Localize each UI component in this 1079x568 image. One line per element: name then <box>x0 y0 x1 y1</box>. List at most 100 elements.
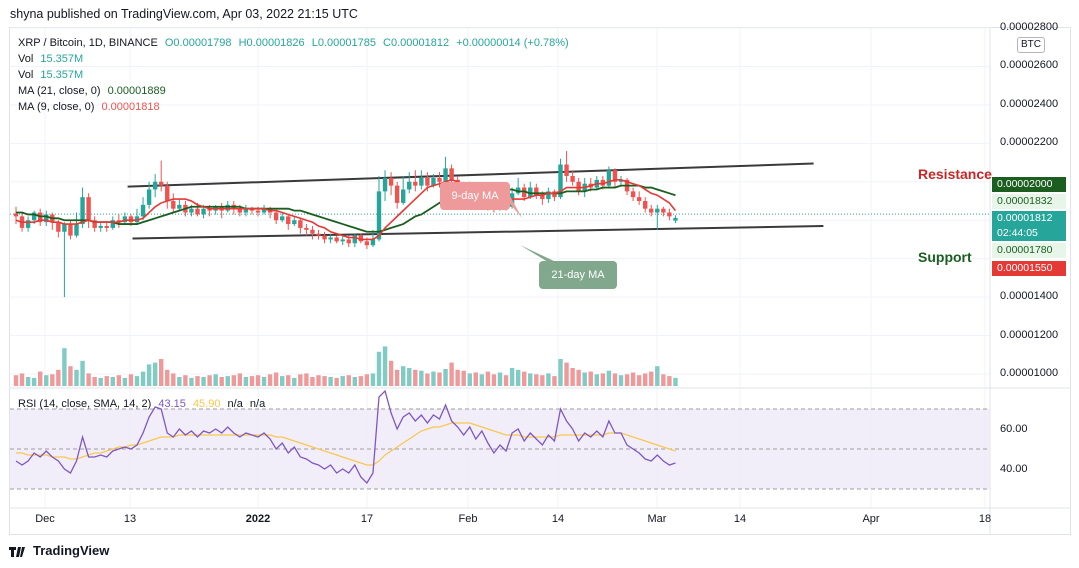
symbol-label[interactable]: XRP / Bitcoin, 1D, BINANCE <box>18 37 158 49</box>
time-axis-label: Mar <box>647 513 667 525</box>
candle-body <box>515 187 521 194</box>
candle-body <box>636 197 642 201</box>
volume-bar <box>401 366 406 386</box>
candle-body <box>189 208 194 213</box>
publisher-header: shyna published on TradingView.com, Apr … <box>10 7 358 21</box>
last-price-tag: 0.00001812 <box>992 211 1066 226</box>
volume-bar <box>171 373 176 386</box>
volume-bar <box>231 375 236 386</box>
volume-bar <box>473 372 478 386</box>
candle-body <box>225 204 230 211</box>
footer-text: TradingView <box>33 543 110 558</box>
candle-body <box>98 225 103 228</box>
candle-body <box>388 177 394 186</box>
volume-bar <box>407 368 412 386</box>
ma21-legend[interactable]: MA (21, close, 0) 0.00001889 <box>18 85 170 97</box>
candle-body <box>443 168 448 182</box>
candle-body <box>534 187 539 196</box>
volume-bar <box>540 375 545 386</box>
candle-body <box>140 204 146 217</box>
rsi-axis-40: 40.00 <box>1000 463 1028 475</box>
volume-bar <box>570 368 575 386</box>
volume-bar <box>322 376 327 386</box>
volume-bar <box>558 359 563 386</box>
volume-bar <box>612 373 618 386</box>
ma21-line <box>16 184 676 233</box>
candle-body <box>570 176 575 182</box>
candle-body <box>649 208 654 213</box>
candle-body <box>576 181 581 192</box>
volume-bar <box>364 374 370 386</box>
ma9-legend[interactable]: MA (9, close, 0) 0.00001818 <box>18 101 164 113</box>
candle-body <box>334 237 339 242</box>
candle-body <box>673 217 678 221</box>
volume-bar <box>128 374 134 386</box>
candle-body <box>159 181 164 186</box>
support-tag: 0.00001550 <box>992 261 1066 276</box>
candle-body <box>104 225 109 228</box>
candle-body <box>128 216 134 223</box>
support-label: Support <box>918 249 972 265</box>
rsi-band <box>10 408 990 490</box>
candle-body <box>68 224 73 236</box>
volume-bar <box>13 375 19 386</box>
candle-body <box>394 185 400 203</box>
candle-body <box>62 224 67 232</box>
candle-body <box>243 208 249 213</box>
currency-badge[interactable]: BTC <box>1017 37 1045 53</box>
volume-bar <box>177 377 182 386</box>
volume-bar <box>413 369 418 386</box>
candle-body <box>86 197 91 221</box>
candle-body <box>13 213 19 217</box>
volume-bar <box>334 377 339 386</box>
candle-body <box>667 212 672 217</box>
candle-body <box>286 216 291 225</box>
volume-bar <box>104 376 109 386</box>
volume-bar <box>237 373 243 386</box>
ma21-tag: 0.00001832 <box>992 194 1066 209</box>
volume-bar <box>328 377 333 386</box>
candle-body <box>92 220 97 228</box>
trend-channel <box>10 162 990 240</box>
rsi-ma-value: 45.90 <box>192 398 221 410</box>
candle-body <box>171 201 176 209</box>
rsi-legend[interactable]: RSI (14, close, SMA, 14, 2) 43.15 45.90 … <box>18 398 269 410</box>
price-axis-label: 0.00002200 <box>1000 136 1059 149</box>
volume-bar <box>159 359 164 386</box>
volume-bar <box>152 362 158 386</box>
candle-body <box>195 208 200 215</box>
candle-body <box>522 187 527 198</box>
volume-bar <box>116 375 122 386</box>
volume-bar <box>286 375 291 386</box>
price-axis-label: 0.00002600 <box>1000 59 1059 72</box>
volume-bar <box>461 370 466 386</box>
candle-body <box>38 212 43 223</box>
volume-bar <box>340 376 345 386</box>
candle-body <box>630 191 636 198</box>
volume-bar <box>201 377 206 386</box>
candle-body <box>558 164 563 198</box>
volume-bar <box>80 360 85 386</box>
volume-bar <box>431 371 436 386</box>
volume-bar <box>298 374 303 386</box>
volume-bar <box>280 376 285 386</box>
candle-body <box>564 164 569 177</box>
volume-bar <box>425 373 430 386</box>
volume-bar <box>546 373 551 386</box>
volume-bar <box>485 371 491 386</box>
price-axis-label: 0.00002800 <box>1000 21 1059 33</box>
candle-body <box>370 239 376 246</box>
open-value: O0.00001798 <box>164 37 232 49</box>
volume-bar <box>455 369 460 386</box>
tradingview-logo[interactable]: TradingView <box>9 543 109 558</box>
volume-bar <box>624 374 630 386</box>
volume-bar <box>394 369 400 386</box>
candle-body <box>364 241 370 246</box>
time-axis-label: 14 <box>733 513 747 525</box>
vol2-legend[interactable]: Vol 15.357M <box>18 69 87 81</box>
volume-bar <box>576 369 581 386</box>
vol1-legend[interactable]: Vol 15.357M <box>18 53 87 65</box>
ma21-label: MA (21, close, 0) <box>18 85 101 97</box>
volume-bar <box>479 374 485 386</box>
volume-bar <box>146 364 152 386</box>
